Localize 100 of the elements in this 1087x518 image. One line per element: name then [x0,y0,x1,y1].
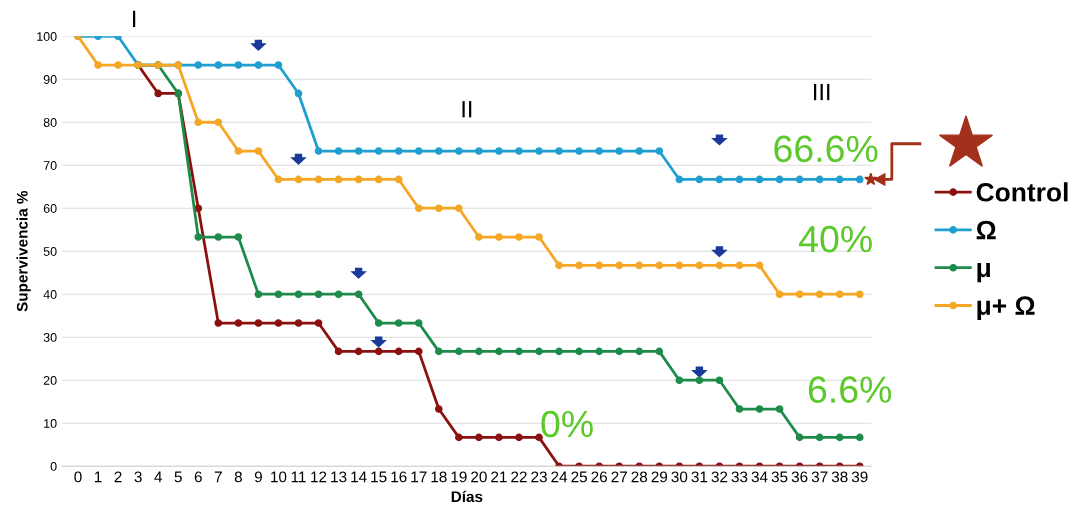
point [434,147,443,155]
point [234,61,243,69]
point [374,319,383,327]
point [695,175,704,184]
y-tick-label: 60 [43,204,57,213]
x-tick-label: 36 [791,471,808,483]
annotation: 0% [541,410,593,438]
point [374,347,383,356]
y-tick-label: 0 [50,462,57,471]
x-tick-label: 28 [631,471,648,483]
x-tick-label: 5 [174,471,182,483]
point [254,319,263,327]
point [515,233,523,241]
point [715,175,724,184]
point [655,261,664,270]
x-tick-label: 19 [451,471,467,483]
point [775,175,784,184]
point [775,290,784,299]
point [855,290,864,299]
point [414,347,423,356]
point [615,261,624,270]
point [194,118,203,127]
point [234,147,243,155]
point [254,290,263,299]
point [515,147,523,155]
point [274,175,283,184]
point [515,347,523,356]
x-tick-label: 12 [311,471,327,483]
x-tick-label: 35 [771,471,788,483]
point [855,433,864,442]
point [575,347,583,356]
point [234,319,243,327]
x-tick-label: 1 [94,471,102,483]
point [274,61,283,69]
x-tick-label: 33 [731,471,748,483]
y-axis-title: Supervivencia % [16,190,31,312]
y-tick-label: 70 [43,161,57,170]
point [615,147,624,155]
x-tick-label: 25 [571,471,587,483]
point [635,347,644,356]
point [334,290,343,299]
point [795,175,804,184]
x-tick-label: 18 [431,471,447,483]
point [835,433,844,442]
x-tick-label: 9 [254,471,262,483]
point [535,147,543,155]
point [835,290,844,299]
point [675,261,684,270]
y-tick-label: 100 [37,32,57,41]
point [575,261,583,270]
point [394,347,403,356]
point [735,175,744,184]
point [294,89,303,98]
point [675,376,684,385]
point [695,376,704,385]
annotation: II [462,101,472,118]
x-tick-label: 34 [751,471,768,483]
point [414,319,423,327]
point [334,347,343,356]
y-tick-label: 10 [44,419,57,428]
point [495,433,503,442]
y-tick-label: 50 [43,247,57,256]
legend-label: Ω [976,220,996,240]
x-tick-label: 11 [291,471,306,483]
point [274,319,283,327]
point [595,147,603,155]
point [855,175,864,184]
x-tick-label: 17 [411,471,427,483]
point [715,376,724,385]
x-tick-label: 10 [271,471,287,483]
point [294,319,303,327]
x-tick-label: 32 [711,471,728,483]
point [214,233,223,241]
point [214,118,223,127]
point [254,61,263,69]
point [735,405,744,413]
x-tick-label: 21 [491,471,507,483]
point [475,147,483,155]
x-tick-label: 16 [391,471,407,483]
x-tick-label: 37 [811,471,828,483]
point [755,405,764,413]
point [274,290,283,299]
y-tick-label: 20 [43,376,57,385]
point [314,147,323,155]
annotation: III [814,83,830,101]
x-tick-label: 14 [351,471,367,483]
annotation: 40% [799,225,872,253]
x-tick-label: 31 [691,471,708,483]
point [755,261,764,270]
point [214,319,223,327]
point [314,319,323,327]
point [795,433,804,442]
annotation: 6.6% [808,376,892,403]
y-tick-label: 90 [43,75,57,84]
point [254,147,263,155]
annotation: 66.6% [774,135,878,163]
point [234,233,243,241]
point [475,433,483,442]
point [434,204,443,213]
point [414,204,423,213]
